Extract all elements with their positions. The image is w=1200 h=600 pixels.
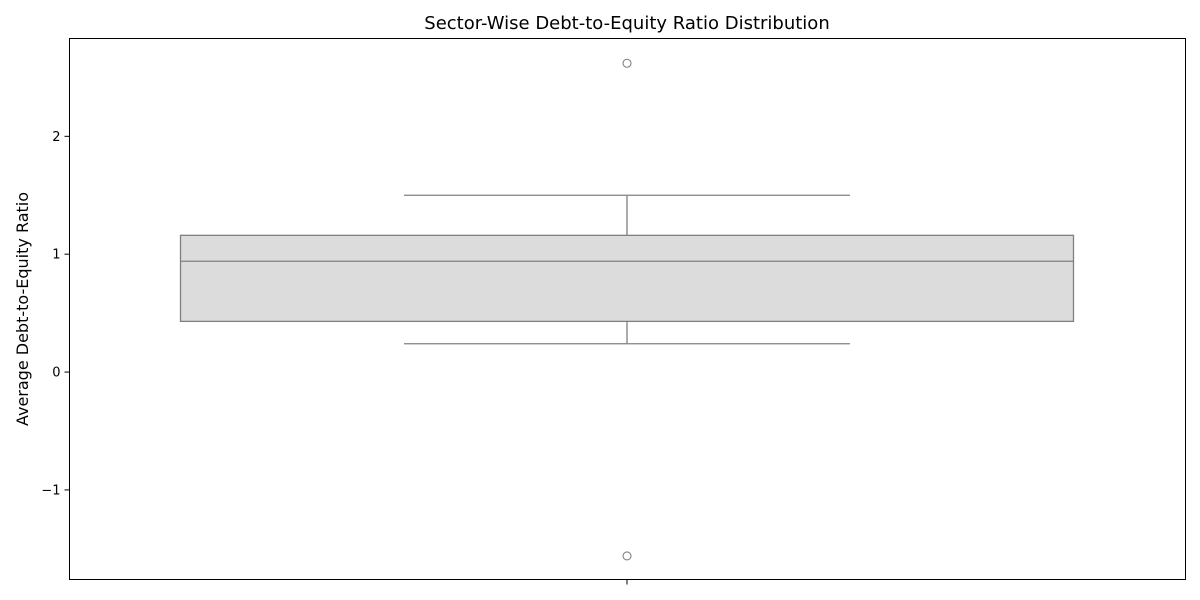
y-tick-label: 2 — [52, 130, 60, 145]
y-axis-ticks: −1 0 1 2 — [41, 130, 70, 498]
box-iqr — [179, 234, 1075, 323]
outlier-point — [622, 551, 632, 561]
y-tick-label: 1 — [52, 248, 60, 263]
y-axis-label: Average Debt-to-Equity Ratio — [13, 192, 32, 426]
box-group — [179, 58, 1075, 561]
y-tick-label: −1 — [41, 483, 60, 498]
y-tick-label: 0 — [52, 366, 60, 381]
outlier-point — [622, 58, 632, 68]
chart-title: Sector-Wise Debt-to-Equity Ratio Distrib… — [424, 13, 829, 34]
